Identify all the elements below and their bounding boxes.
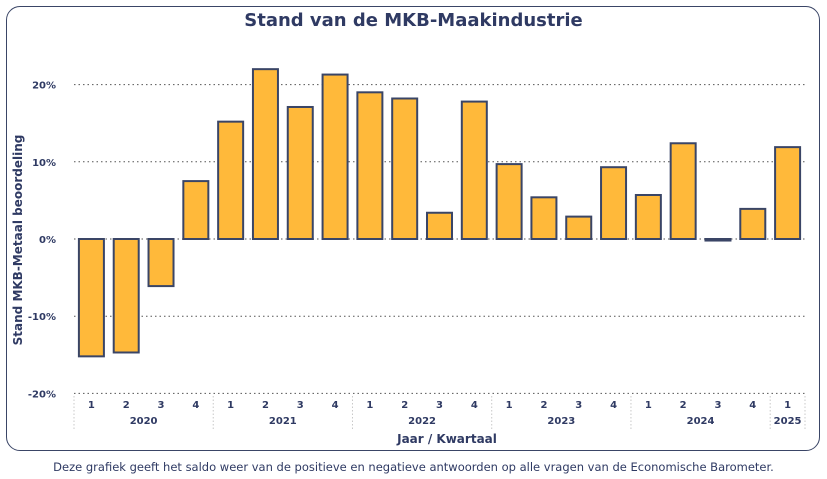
x-tick-label: 4 [610,400,617,411]
y-axis-label: Stand MKB-Metaal beoordeling [11,135,25,346]
chart-title: Stand van de MKB-Maakindustrie [244,10,583,31]
bar [426,211,453,240]
year-label: 2023 [547,416,575,427]
x-tick-label: 1 [784,400,791,411]
bars [77,68,802,358]
chart-caption: Deze grafiek geeft het saldo weer van de… [53,460,774,474]
bar [321,73,349,241]
bar [112,238,140,354]
x-tick-label: 3 [436,400,443,411]
bar [600,166,628,240]
x-tick-label: 2 [680,400,687,411]
y-tick-label: 10% [32,158,56,169]
x-tick-label: 3 [714,400,721,411]
bar [182,180,210,241]
x-tick-label: 4 [471,400,478,411]
bar [530,196,558,240]
year-label: 2021 [269,416,297,427]
year-label: 2024 [687,416,715,427]
x-axis-label: Jaar / Kwartaal [396,432,497,446]
x-tick-label: 1 [88,400,95,411]
x-tick-label: 3 [158,400,165,411]
bar [77,238,105,358]
x-tick-label: 4 [749,400,756,411]
bar [251,68,279,240]
x-axis-ticks: 1 2 3 4 1 2 3 4 1 2 3 4 1 2 3 4 1 2 3 4 1 2020 2021 2022 2023 202… [73,396,806,430]
x-tick-label: 2 [123,400,130,411]
bar [774,146,802,240]
year-label: 2022 [408,416,436,427]
bar [391,97,419,240]
y-axis-ticks: 20% 10% 0% -10% -20% [28,81,56,401]
y-tick-label: -20% [28,389,56,400]
year-label: 2025 [774,416,802,427]
bar [634,193,662,241]
x-tick-label: 3 [575,400,582,411]
x-tick-label: 2 [401,400,408,411]
x-tick-label: 2 [262,400,269,411]
y-tick-label: -10% [28,312,56,323]
y-tick-label: 20% [32,81,56,92]
x-tick-label: 1 [506,400,513,411]
bar [286,105,314,240]
bar [356,91,384,240]
x-tick-label: 2 [540,400,547,411]
bar [147,238,175,288]
bar [669,142,697,240]
bar [739,207,767,240]
bar [460,100,488,240]
x-tick-label: 3 [297,400,304,411]
x-tick-label: 1 [366,400,373,411]
y-tick-label: 0% [39,235,56,246]
bar [565,215,593,240]
x-tick-label: 4 [192,400,199,411]
bar-chart: 20% 10% 0% -10% -20% 1 2 3 4 1 2 3 4 1 2 3 4 1 2 3 4 1 2 3 4 1 20… [11,68,806,446]
x-tick-label: 1 [227,400,234,411]
bar [217,120,245,240]
bar [495,163,523,240]
bar [704,238,732,242]
x-tick-label: 1 [645,400,652,411]
year-label: 2020 [130,416,158,427]
x-tick-label: 4 [332,400,339,411]
